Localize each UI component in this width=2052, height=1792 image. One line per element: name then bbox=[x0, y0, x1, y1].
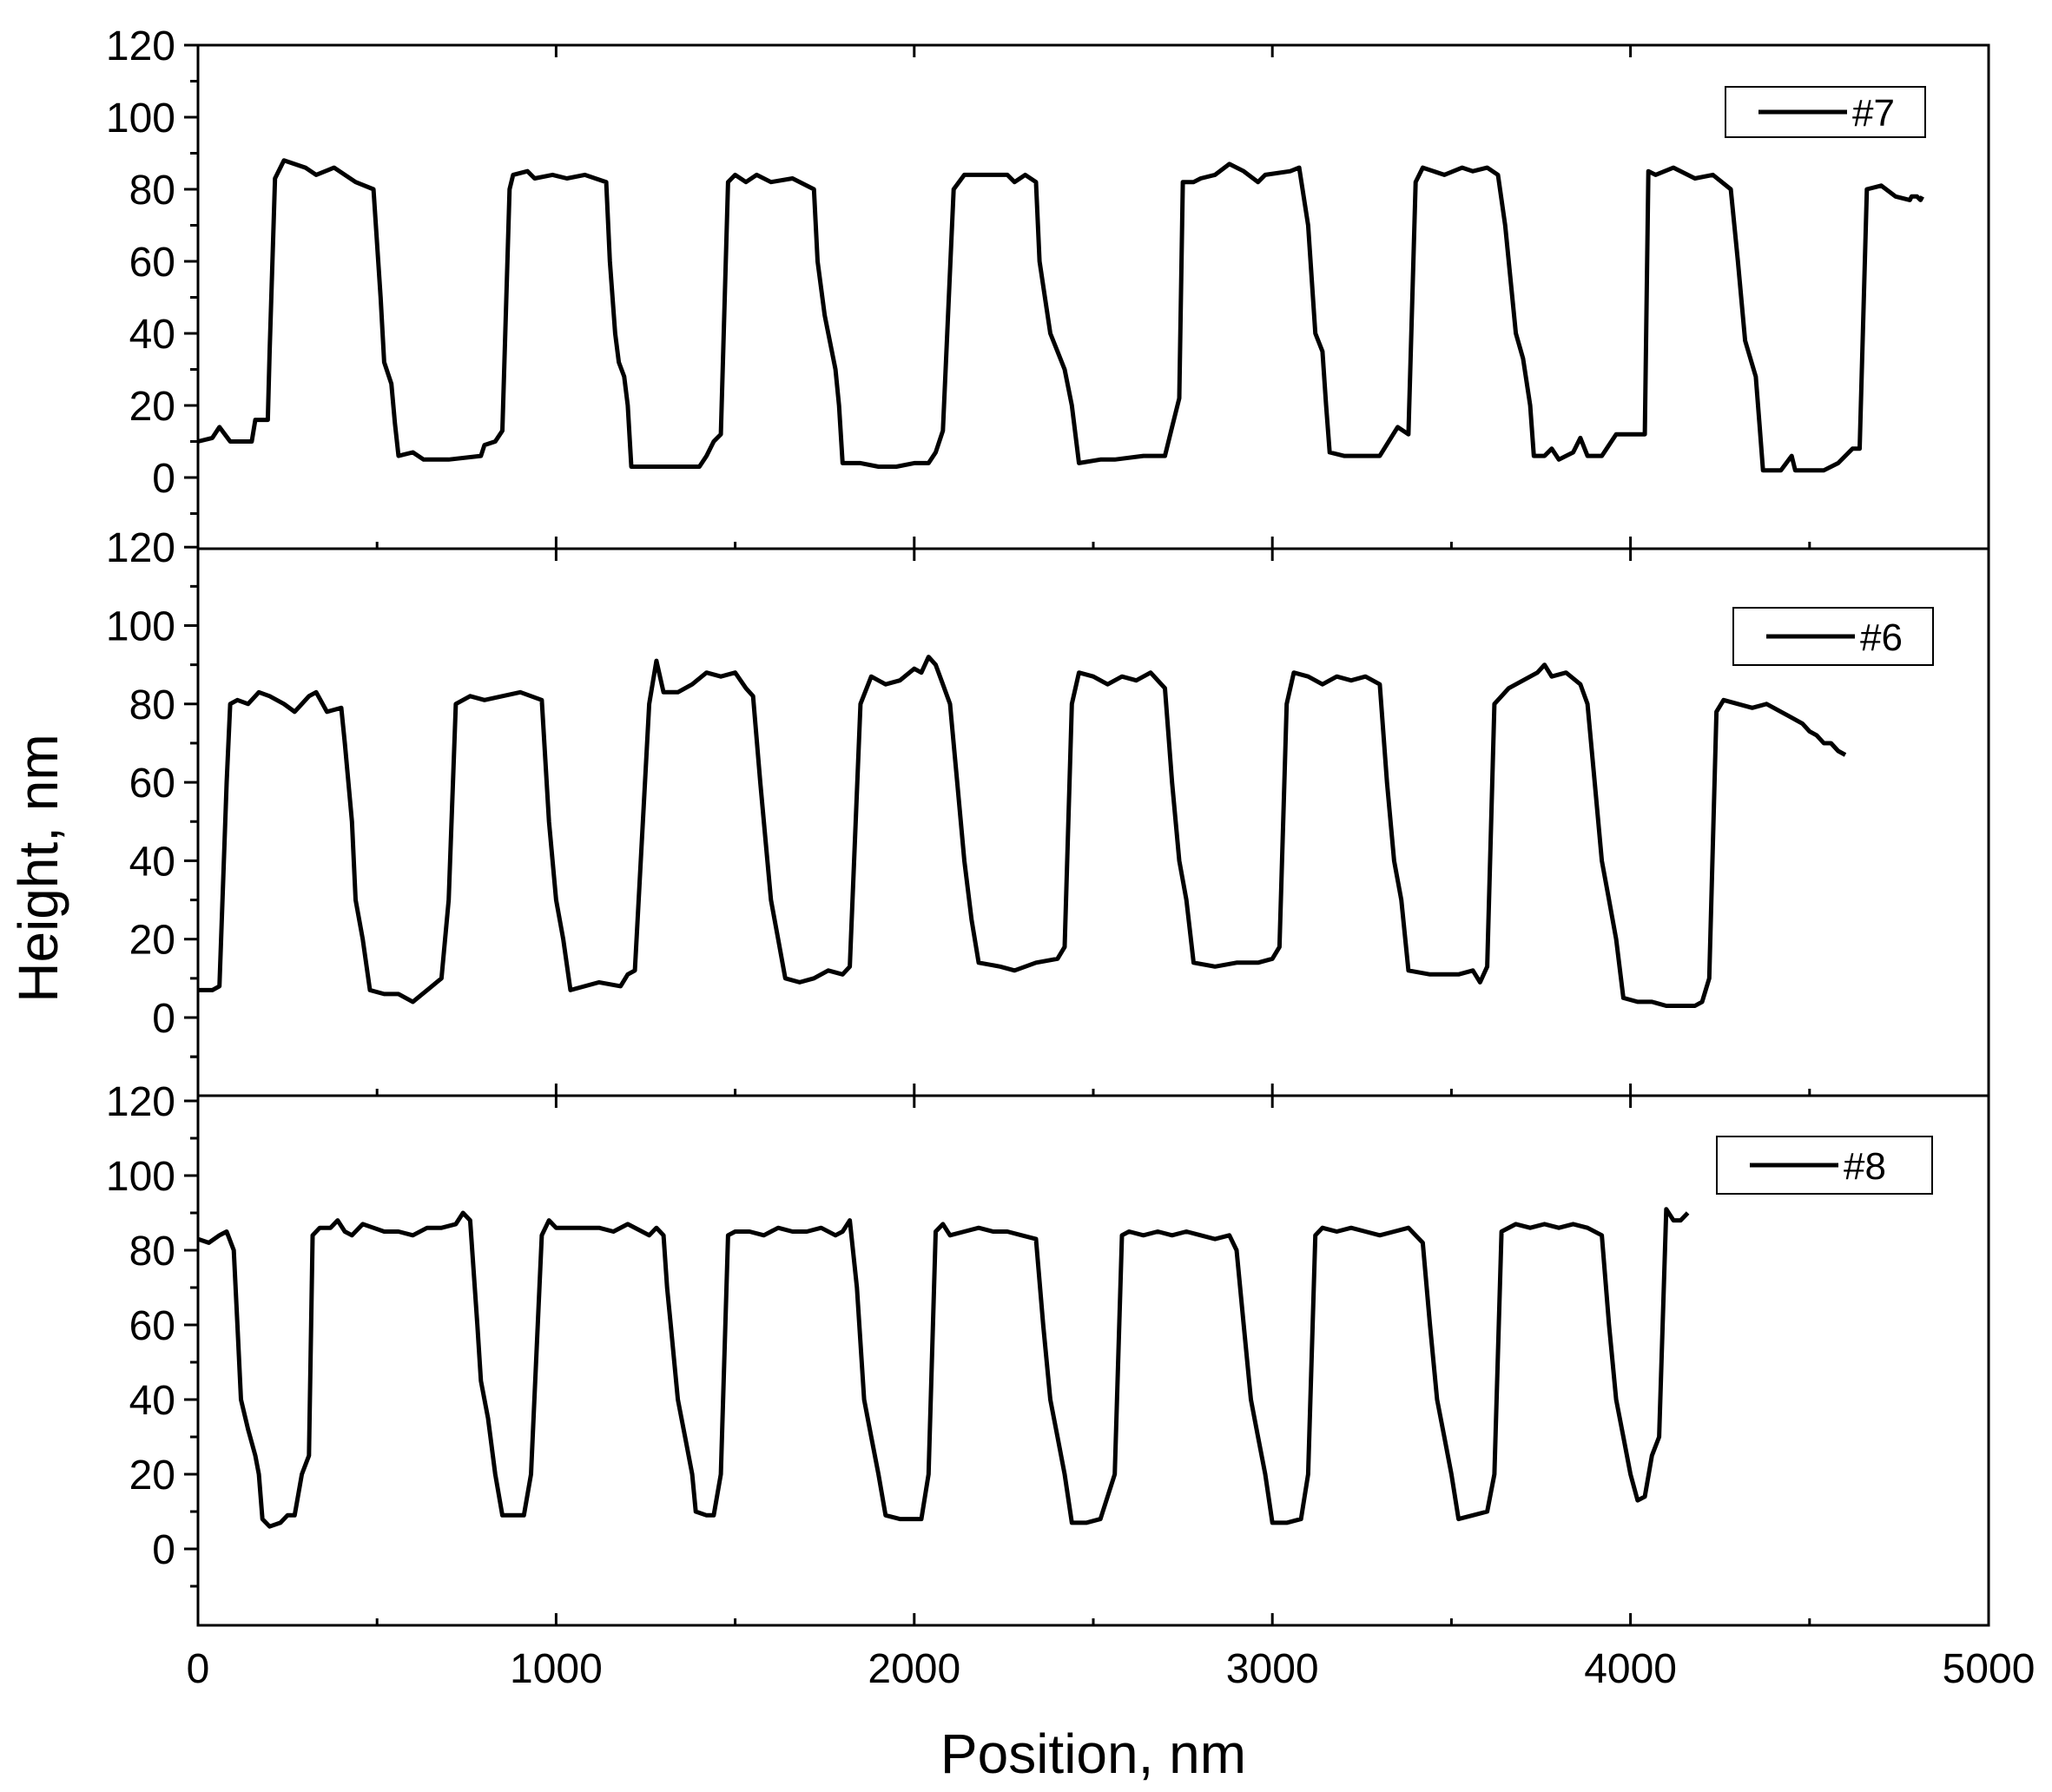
y-tick-label: 80 bbox=[129, 682, 175, 728]
y-tick-label: 20 bbox=[129, 384, 175, 430]
panels-layer: 0 20 40 60 80 100 120 #7 0 20 40 60 80 100 120 #6 0 20 40 6… bbox=[106, 23, 2035, 1692]
panel-3: 0 20 40 60 80 100 120 #8 bbox=[106, 1079, 1990, 1627]
x-tick-label: 4000 bbox=[1584, 1646, 1677, 1692]
x-tick-label: 3000 bbox=[1226, 1646, 1319, 1692]
y-tick-label: 120 bbox=[106, 1079, 175, 1125]
series-line-n6 bbox=[198, 655, 1847, 1008]
y-tick-label: 120 bbox=[106, 525, 175, 571]
x-tick-label: 2000 bbox=[868, 1646, 960, 1692]
y-tick-label: 0 bbox=[152, 996, 175, 1042]
y-tick-label: 100 bbox=[106, 96, 175, 142]
y-tick-label: 80 bbox=[129, 1229, 175, 1275]
y-tick-label: 100 bbox=[106, 1154, 175, 1200]
y-tick-label: 20 bbox=[129, 918, 175, 964]
legend-label: #8 bbox=[1844, 1145, 1886, 1188]
y-tick-label: 60 bbox=[129, 1303, 175, 1349]
series-line-n7 bbox=[197, 158, 1924, 473]
y-tick-label: 60 bbox=[129, 240, 175, 286]
y-tick-label: 60 bbox=[129, 761, 175, 807]
x-tick-label: 5000 bbox=[1943, 1646, 2036, 1692]
plot-frame bbox=[196, 547, 1990, 1097]
legend-label: #6 bbox=[1860, 616, 1903, 659]
y-tick-label: 40 bbox=[129, 839, 175, 885]
y-tick-label: 40 bbox=[129, 1378, 175, 1424]
y-tick-label: 0 bbox=[152, 456, 175, 502]
series-line-n8 bbox=[197, 1207, 1690, 1529]
y-tick-label: 40 bbox=[129, 312, 175, 358]
x-axis-label: Position, nm bbox=[940, 1723, 1246, 1785]
legend-label: #7 bbox=[1852, 92, 1895, 135]
panel-1: 0 20 40 60 80 100 120 #7 bbox=[106, 23, 1990, 550]
panel-2: 0 20 40 60 80 100 120 #6 bbox=[106, 525, 1990, 1097]
y-axis-label: Height, nm bbox=[7, 734, 69, 1002]
x-tick-label: 0 bbox=[187, 1646, 210, 1692]
x-tick-label: 1000 bbox=[510, 1646, 603, 1692]
y-tick-label: 20 bbox=[129, 1453, 175, 1499]
y-tick-label: 80 bbox=[129, 168, 175, 214]
y-tick-label: 100 bbox=[106, 604, 175, 650]
y-tick-label: 120 bbox=[106, 23, 175, 69]
y-tick-label: 0 bbox=[152, 1527, 175, 1573]
plot-frame bbox=[196, 43, 1990, 550]
